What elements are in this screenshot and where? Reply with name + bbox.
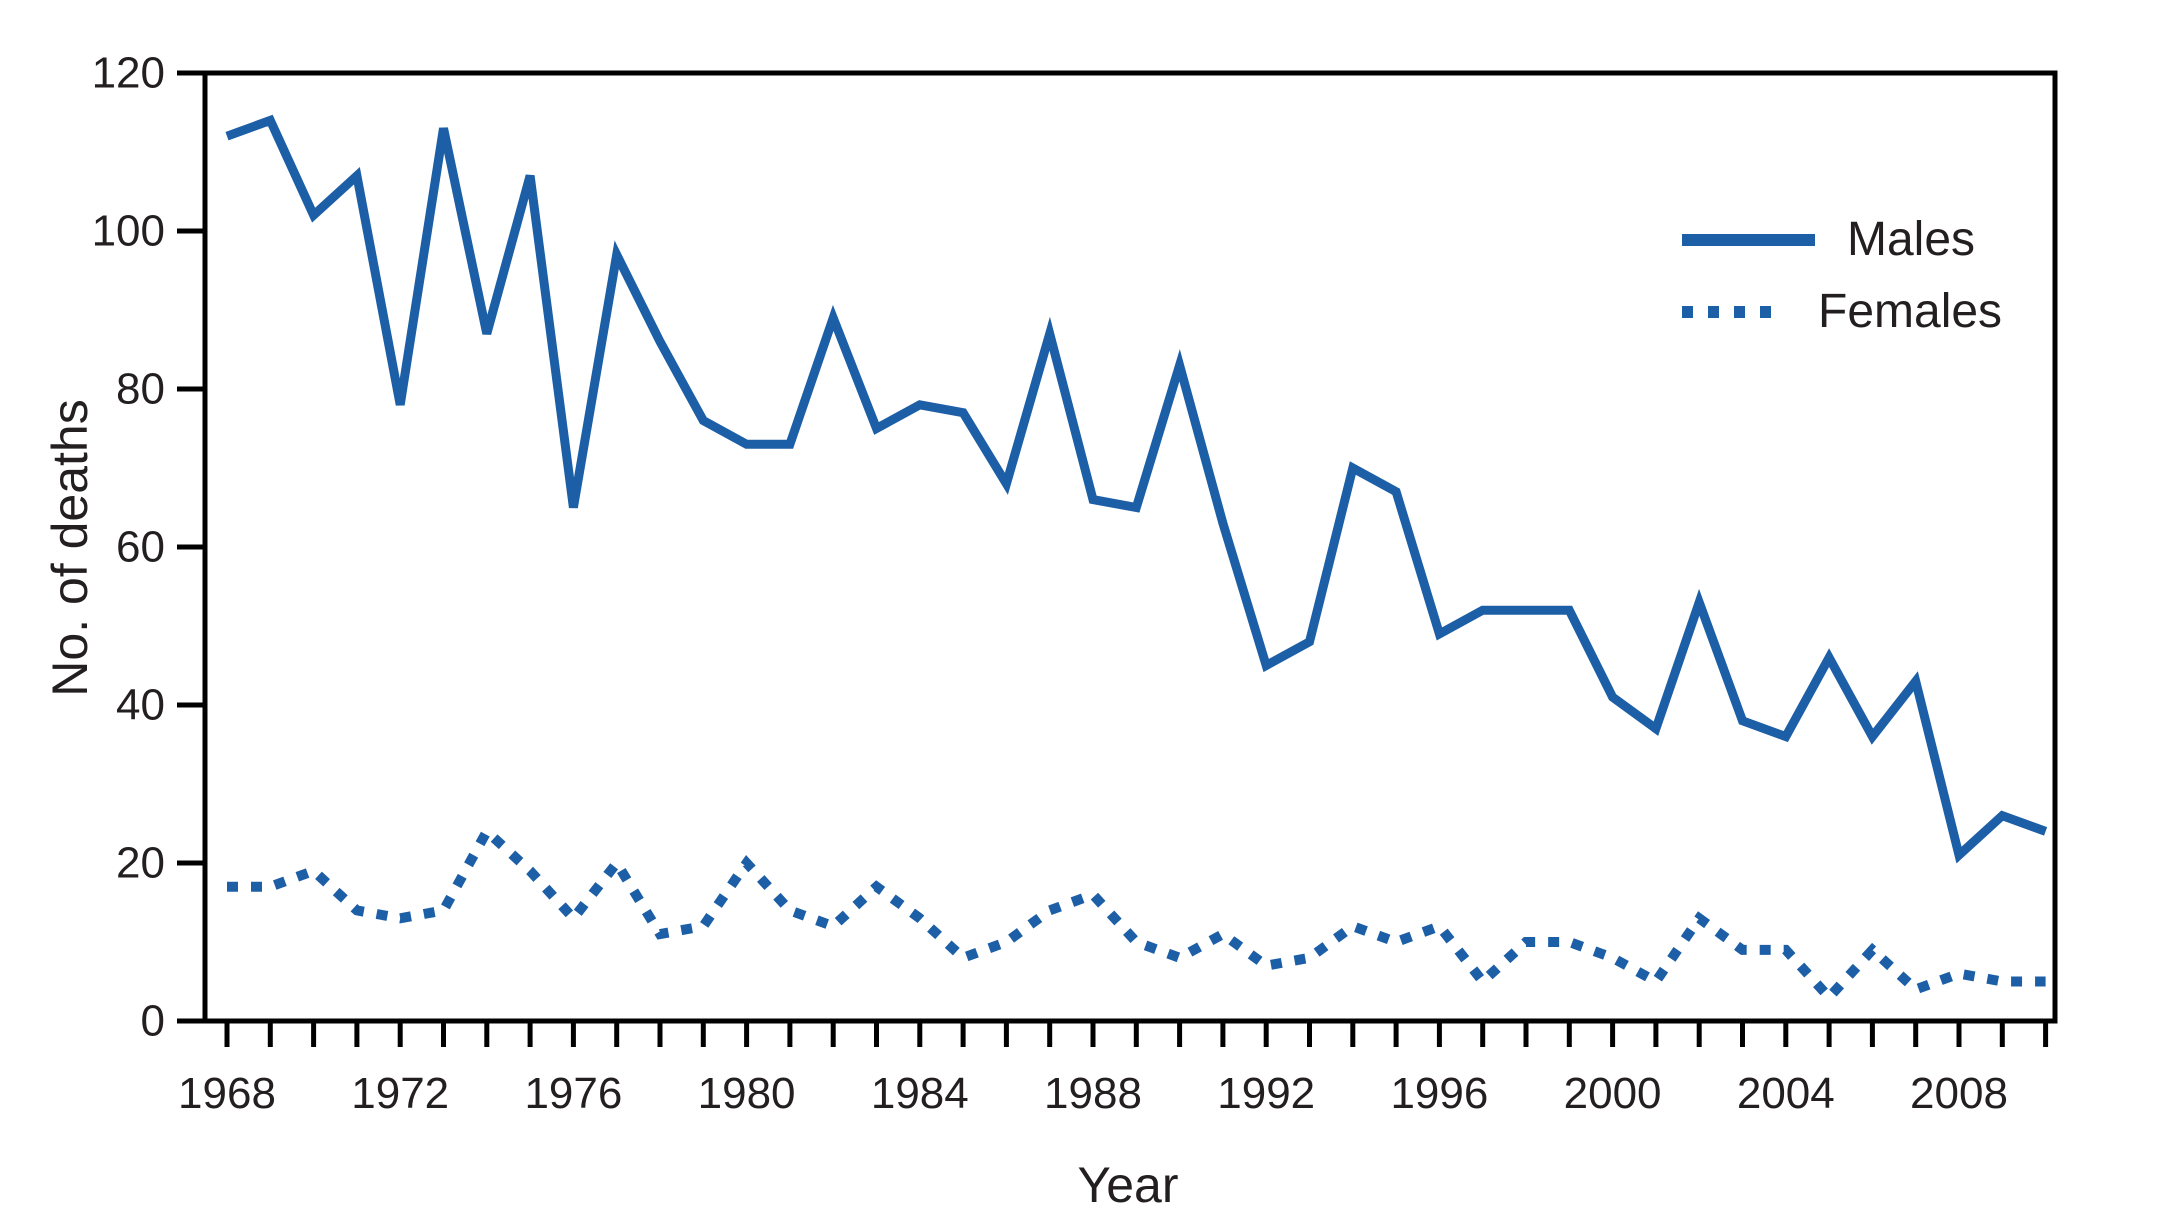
- x-tick-label: 2000: [1564, 1069, 1662, 1118]
- series-line-males: [225, 114, 2048, 864]
- legend-item-males: Males: [1682, 204, 2002, 276]
- y-axis-title: No. of deaths: [42, 399, 98, 697]
- series-line-females: [227, 823, 2046, 1005]
- females-dotted-line-swatch: [1682, 306, 1786, 318]
- y-tick-label: 0: [141, 997, 165, 1046]
- x-axis-title: Year: [1077, 1157, 1179, 1213]
- x-tick-label: 1980: [698, 1069, 796, 1118]
- x-tick-label: 2008: [1910, 1069, 2008, 1118]
- legend-item-females: Females: [1682, 276, 2002, 348]
- x-tick-label: 1992: [1217, 1069, 1315, 1118]
- x-tick-label: 1988: [1044, 1069, 1142, 1118]
- legend-label-females: Females: [1818, 285, 2003, 338]
- x-tick-label: 1976: [524, 1069, 622, 1118]
- x-tick-label: 1972: [351, 1069, 449, 1118]
- males-solid-line-swatch: [1682, 234, 1815, 246]
- y-tick-label: 60: [116, 523, 165, 572]
- x-tick-label: 1996: [1390, 1069, 1488, 1118]
- y-tick-label: 120: [92, 49, 165, 98]
- y-tick-label: 40: [116, 681, 165, 730]
- legend: Males Females: [1682, 204, 2002, 348]
- x-tick-label: 1968: [178, 1069, 276, 1118]
- y-tick-label: 80: [116, 365, 165, 414]
- x-tick-label: 2004: [1737, 1069, 1835, 1118]
- y-tick-label: 100: [92, 207, 165, 256]
- x-tick-label: 1984: [871, 1069, 969, 1118]
- legend-label-males: Males: [1847, 213, 1976, 266]
- y-tick-label: 20: [116, 839, 165, 888]
